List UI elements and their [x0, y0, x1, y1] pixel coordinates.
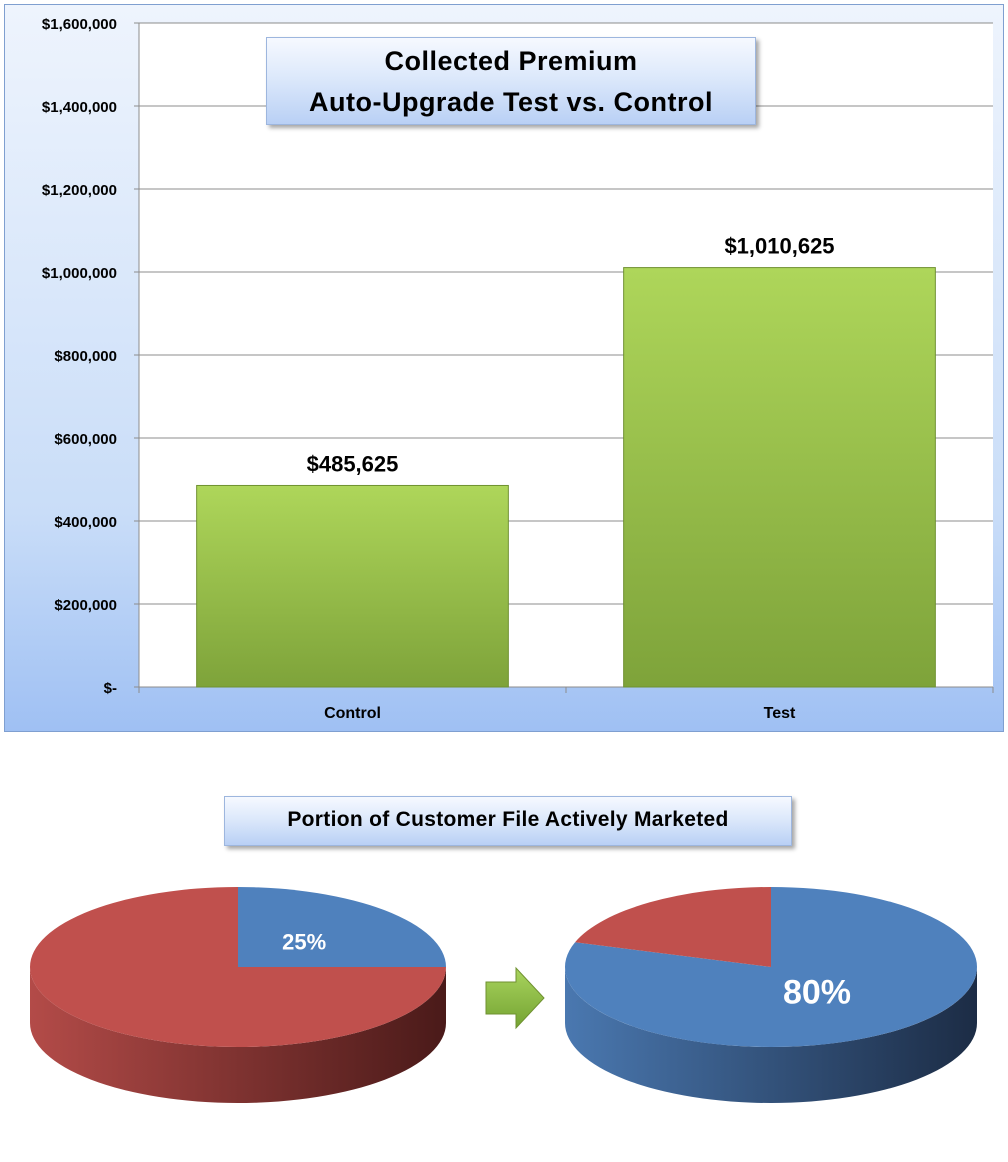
pie-charts: 25% 80%	[30, 887, 977, 1103]
y-tick-label: $1,000,000	[42, 265, 117, 282]
pie-label: 80%	[783, 974, 851, 1012]
y-tick-label: $600,000	[54, 431, 117, 448]
data-label: $485,625	[307, 451, 399, 476]
y-tick-label: $400,000	[54, 514, 117, 531]
arrow-right-icon	[485, 966, 545, 1030]
pie-slice	[564, 887, 977, 1047]
bar-test	[623, 267, 936, 688]
bar-chart-panel: $- $200,000 $400,000 $600,000 $800,000 $1,000…	[4, 4, 1004, 732]
pie-label: 25%	[282, 930, 326, 955]
y-tick-label: $800,000	[54, 348, 117, 365]
pie-slice	[238, 887, 446, 967]
y-tick-label: $1,600,000	[42, 16, 117, 33]
pie-chart-title-box: Portion of Customer File Actively Market…	[224, 796, 792, 846]
x-tick-label: Control	[324, 705, 381, 722]
y-tick-label: $1,400,000	[42, 99, 117, 116]
pie-slice	[30, 887, 446, 1047]
y-tick-label: $-	[104, 680, 117, 697]
bar-chart-title-box: Collected Premium Auto-Upgrade Test vs. …	[266, 37, 756, 125]
bar-chart-title: Collected Premium	[384, 46, 638, 76]
pie-slice-side	[565, 967, 977, 1103]
pie-slice	[575, 887, 771, 967]
pie-chart-title: Portion of Customer File Actively Market…	[287, 808, 729, 831]
bar-control	[196, 484, 509, 688]
bar-chart: $- $200,000 $400,000 $600,000 $800,000 $1,000…	[42, 16, 994, 722]
pie-slice-side	[30, 967, 446, 1103]
y-tick-label: $200,000	[54, 597, 117, 614]
y-tick-label: $1,200,000	[42, 182, 117, 199]
bar-chart-subtitle: Auto-Upgrade Test vs. Control	[308, 87, 713, 117]
x-tick-label: Test	[764, 705, 796, 722]
data-label: $1,010,625	[724, 234, 834, 259]
